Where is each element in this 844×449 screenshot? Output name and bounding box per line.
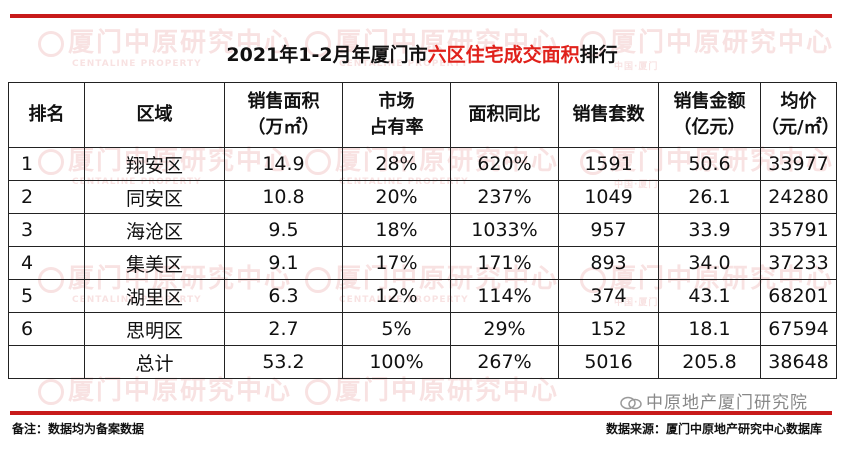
cell-area: 14.9 (224, 147, 343, 181)
cell-area: 53.2 (224, 345, 343, 379)
column-header: 均价 （元/㎡） (760, 82, 840, 148)
top-red-rule (10, 14, 832, 18)
cell-units: 957 (558, 213, 659, 247)
brand-mark: 中原地产厦门研究院 (620, 388, 808, 413)
cell-share: 12% (342, 279, 451, 313)
cell-amount: 18.1 (658, 312, 761, 346)
column-header-text: 区域 (136, 104, 173, 125)
cell-units: 5016 (558, 345, 659, 379)
cell-share: 100% (342, 345, 451, 379)
cell-rank (8, 345, 85, 379)
column-header-text: 市场 (378, 91, 415, 112)
cell-share: 17% (342, 246, 451, 280)
cell-share: 20% (342, 180, 451, 214)
cell-area: 2.7 (224, 312, 343, 346)
cell-yoy: 267% (450, 345, 559, 379)
cell-amount: 34.0 (658, 246, 761, 280)
cell-yoy: 29% (450, 312, 559, 346)
cell-district: 思明区 (84, 312, 225, 346)
brand-name: 中原地产厦门研究院 (646, 393, 808, 413)
cell-price: 68201 (760, 279, 837, 313)
column-header-text: （亿元） (673, 117, 746, 138)
sales-ranking-table: 排名 区域 销售面积 （万㎡） 市场 占有率 面积同比 销售套数 销售金额 （亿元） 均价 （元/㎡）… (8, 82, 840, 379)
cell-price: 37233 (760, 246, 837, 280)
column-header-text: 均价 (780, 91, 817, 112)
column-header-text: （万㎡） (247, 117, 320, 138)
cell-rank: 5 (8, 279, 85, 313)
column-header-text: 排名 (28, 104, 65, 125)
cell-price: 33977 (760, 147, 837, 181)
table-row: 4 集美区 9.1 17% 171% 893 34.0 37233 (8, 246, 837, 280)
title-highlight: 六区住宅成交面积 (427, 44, 580, 66)
cell-share: 28% (342, 147, 451, 181)
cell-units: 374 (558, 279, 659, 313)
table-row: 1 翔安区 14.9 28% 620% 1591 50.6 33977 (8, 147, 837, 181)
cell-yoy: 237% (450, 180, 559, 214)
cell-units: 1049 (558, 180, 659, 214)
cell-district: 集美区 (84, 246, 225, 280)
cell-district: 湖里区 (84, 279, 225, 313)
cell-units: 893 (558, 246, 659, 280)
cell-amount: 43.1 (658, 279, 761, 313)
column-header-text: 销售金额 (673, 91, 746, 112)
table-title: 2021年1-2月年厦门市六区住宅成交面积排行 (0, 40, 844, 67)
cell-share: 5% (342, 312, 451, 346)
cell-yoy: 1033% (450, 213, 559, 247)
cell-area: 9.5 (224, 213, 343, 247)
cell-amount: 205.8 (658, 345, 761, 379)
wechat-icon (620, 396, 642, 410)
cell-rank: 6 (8, 312, 85, 346)
cell-yoy: 114% (450, 279, 559, 313)
title-suffix: 排行 (579, 44, 618, 66)
column-header: 销售金额 （亿元） (658, 82, 761, 148)
cell-area: 6.3 (224, 279, 343, 313)
cell-rank: 4 (8, 246, 85, 280)
column-header-text: 占有率 (369, 117, 424, 138)
column-header: 排名 (8, 82, 85, 148)
column-header-text: （元/㎡） (761, 117, 840, 138)
cell-price: 35791 (760, 213, 837, 247)
table-row: 3 海沧区 9.5 18% 1033% 957 33.9 35791 (8, 213, 837, 247)
cell-district: 总计 (84, 345, 225, 379)
cell-amount: 26.1 (658, 180, 761, 214)
cell-units: 1591 (558, 147, 659, 181)
cell-price: 24280 (760, 180, 837, 214)
footnote: 备注：数据均为备案数据 (12, 422, 145, 436)
cell-share: 18% (342, 213, 451, 247)
column-header: 面积同比 (450, 82, 559, 148)
table-header: 排名 区域 销售面积 （万㎡） 市场 占有率 面积同比 销售套数 销售金额 （亿元） 均价 （元/㎡） (8, 82, 840, 148)
column-header: 区域 (84, 82, 225, 148)
table-row: 总计 53.2 100% 267% 5016 205.8 38648 (8, 345, 837, 379)
cell-rank: 2 (8, 180, 85, 214)
cell-district: 翔安区 (84, 147, 225, 181)
table-row: 6 思明区 2.7 5% 29% 152 18.1 67594 (8, 312, 837, 346)
title-prefix: 2021年1-2月年厦门市 (226, 44, 428, 66)
cell-rank: 1 (8, 147, 85, 181)
column-header-text: 面积同比 (468, 104, 541, 125)
cell-rank: 3 (8, 213, 85, 247)
cell-price: 38648 (760, 345, 837, 379)
column-header: 销售面积 （万㎡） (224, 82, 343, 148)
cell-price: 67594 (760, 312, 837, 346)
cell-yoy: 171% (450, 246, 559, 280)
cell-area: 9.1 (224, 246, 343, 280)
data-source: 数据来源：厦门中原地产研究中心数据库 (605, 422, 822, 436)
cell-area: 10.8 (224, 180, 343, 214)
column-header: 市场 占有率 (342, 82, 451, 148)
cell-district: 海沧区 (84, 213, 225, 247)
table-row: 2 同安区 10.8 20% 237% 1049 26.1 24280 (8, 180, 837, 214)
cell-yoy: 620% (450, 147, 559, 181)
cell-district: 同安区 (84, 180, 225, 214)
column-header-text: 销售套数 (572, 104, 645, 125)
cell-amount: 33.9 (658, 213, 761, 247)
table-body: 1 翔安区 14.9 28% 620% 1591 50.6 33977 2 同安区 10.8 20% 2… (8, 147, 837, 379)
table-row: 5 湖里区 6.3 12% 114% 374 43.1 68201 (8, 279, 837, 313)
column-header-text: 销售面积 (247, 91, 320, 112)
bottom-red-rule (10, 411, 832, 415)
cell-units: 152 (558, 312, 659, 346)
cell-amount: 50.6 (658, 147, 761, 181)
column-header: 销售套数 (558, 82, 659, 148)
header-row: 排名 区域 销售面积 （万㎡） 市场 占有率 面积同比 销售套数 销售金额 （亿元） 均价 （元/㎡） (8, 82, 840, 148)
